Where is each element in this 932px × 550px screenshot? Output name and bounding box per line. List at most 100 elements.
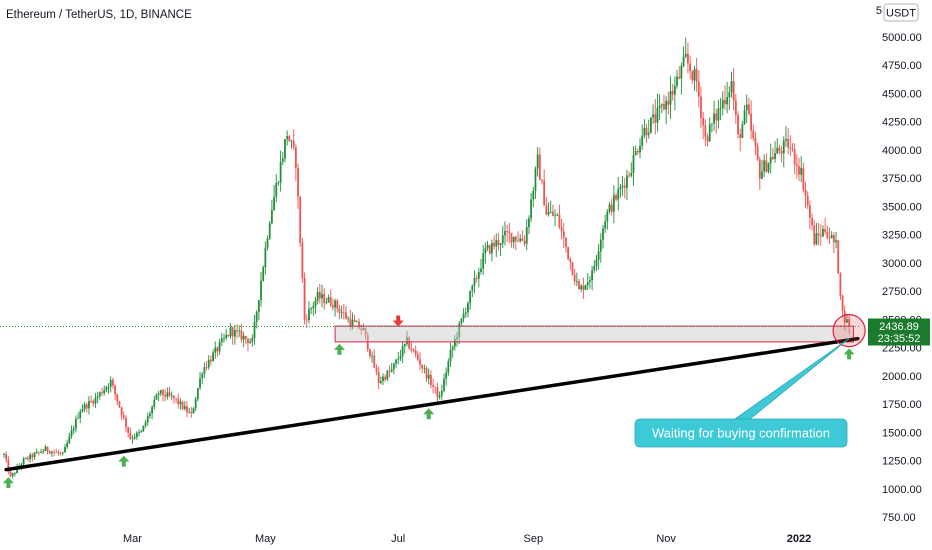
candle-body: [460, 318, 463, 324]
time-tick-label: Nov: [656, 533, 676, 545]
candle-body: [403, 343, 406, 347]
candle-body: [464, 312, 467, 314]
candle-body: [630, 172, 633, 176]
candle-body: [456, 337, 458, 340]
candle-body: [170, 395, 173, 397]
candle-body: [294, 147, 297, 168]
candle-body: [458, 323, 461, 338]
candle-body: [802, 167, 805, 190]
candle-body: [135, 432, 138, 438]
candle-body: [177, 398, 180, 405]
candle-body: [53, 451, 55, 453]
candle-body: [752, 130, 755, 139]
candle-body: [451, 346, 454, 350]
candle-body: [586, 282, 589, 286]
candle-body: [384, 376, 387, 380]
candle-body: [471, 285, 474, 291]
price-tick-label: 1250.00: [882, 456, 922, 468]
candle-body: [541, 179, 543, 181]
candle-body: [525, 227, 528, 244]
candle-body: [602, 228, 604, 240]
candle-body: [20, 464, 23, 467]
candle-body: [277, 182, 280, 184]
time-tick-label: May: [255, 533, 276, 545]
candle-body: [46, 446, 49, 452]
price-tick-label: 4750.00: [882, 60, 922, 72]
candle-body: [732, 81, 735, 101]
candle-body: [804, 189, 807, 196]
candle-body: [192, 408, 195, 414]
price-tick-label: 3750.00: [882, 173, 922, 185]
candle-body: [16, 467, 18, 474]
candle-body: [129, 432, 132, 439]
candle-body: [5, 454, 8, 460]
support-zone-layer: [334, 325, 855, 343]
price-tick-label: 2750.00: [882, 286, 922, 298]
candle-body: [181, 401, 184, 409]
price-scale-stub: 5: [876, 5, 882, 17]
price-tick-label: 1500.00: [882, 427, 922, 439]
candle-body: [530, 199, 532, 219]
currency-badge[interactable]: USDT: [883, 3, 919, 22]
candle-body: [308, 309, 310, 321]
candle-body: [321, 293, 323, 299]
candle-body: [774, 153, 776, 159]
candle-body: [824, 228, 827, 232]
buy-arrow-icon: [118, 455, 130, 467]
candle-body: [423, 368, 426, 369]
candle-body: [486, 245, 489, 249]
candle-body: [183, 406, 186, 409]
candle-body: [260, 280, 262, 301]
candle-body: [652, 114, 654, 118]
candle-body: [443, 378, 445, 391]
candle-body: [580, 285, 583, 290]
candle-body: [242, 335, 245, 340]
candle-body: [44, 446, 47, 451]
candle-body: [312, 306, 315, 309]
candle-body: [737, 114, 739, 135]
candle-body: [462, 313, 465, 319]
candle-body: [109, 379, 112, 387]
candle-body: [3, 454, 5, 455]
candle-body: [7, 459, 10, 472]
candle-body: [425, 368, 428, 379]
candle-body: [687, 53, 689, 64]
candle-body: [59, 453, 62, 454]
candle-body: [776, 147, 779, 154]
candle-body: [506, 231, 509, 232]
candle-body: [767, 163, 770, 172]
candle-body: [336, 300, 339, 309]
candle-body: [728, 92, 731, 98]
candle-body: [665, 100, 668, 110]
candle-body: [558, 214, 561, 228]
candle-body: [416, 354, 419, 360]
candle-body: [305, 319, 308, 321]
candle-body: [196, 388, 199, 400]
candle-body: [401, 346, 404, 357]
candle-body: [504, 231, 506, 236]
candle-body: [216, 347, 219, 352]
candle-body: [615, 195, 617, 200]
candle-body: [292, 140, 295, 148]
price-tick-label: 3500.00: [882, 201, 922, 213]
candle-body: [567, 246, 570, 260]
candle-body: [536, 154, 539, 169]
candle-body: [477, 272, 480, 279]
candle-body: [467, 303, 469, 313]
candle-body: [551, 211, 554, 216]
candle-body: [186, 406, 188, 413]
candle-body: [284, 139, 286, 159]
candle-body: [826, 231, 829, 238]
candle-body: [438, 395, 441, 398]
candle-body: [832, 235, 835, 243]
candle-body: [639, 145, 641, 153]
candle-body: [750, 113, 752, 131]
candle-body: [410, 348, 413, 351]
candle-body: [589, 280, 591, 283]
candle-body: [495, 240, 498, 247]
candle-body: [491, 242, 493, 254]
candle-body: [734, 100, 737, 115]
candle-body: [172, 395, 175, 398]
